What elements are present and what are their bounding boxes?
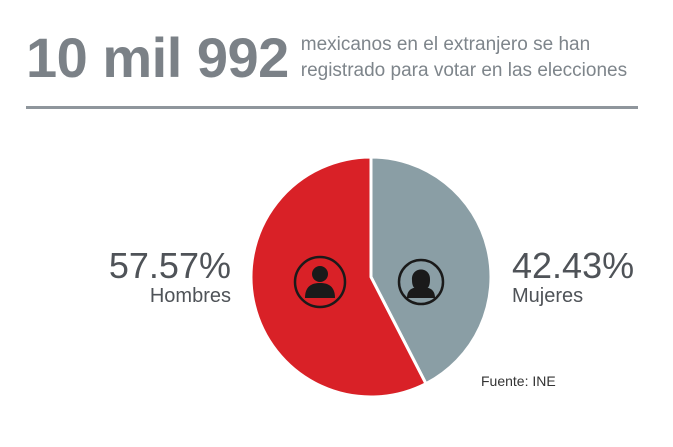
pie-icons: [293, 255, 445, 309]
hombres-label: Hombres: [149, 285, 231, 307]
mujeres-label: Mujeres: [512, 285, 584, 307]
man-icon: [293, 255, 347, 309]
pie-slices: [249, 155, 493, 399]
registered-voters-count: 10 mil 992: [26, 26, 289, 89]
pie-slice-mujeres: [369, 155, 493, 386]
mujeres-label-group: 42.43% Mujeres: [512, 245, 635, 307]
headline: 10 mil 992 mexicanos en el extranjero se…: [26, 30, 651, 86]
subtitle-line-1: mexicanos en el extranjero se han: [300, 34, 591, 55]
header-divider: [26, 106, 638, 109]
source-note: Fuente: INE: [481, 373, 556, 389]
woman-icon: [397, 258, 445, 306]
pie-slice-hombres: [249, 155, 428, 399]
headline-subtitle: mexicanos en el extranjero se han regist…: [301, 32, 651, 84]
hombres-label-group: 57.57% Hombres: [108, 245, 231, 307]
hombres-percentage: 57.57%: [108, 245, 231, 286]
mujeres-percentage: 42.43%: [512, 245, 635, 286]
subtitle-line-2: registrado para votar en las elecciones: [300, 60, 628, 81]
